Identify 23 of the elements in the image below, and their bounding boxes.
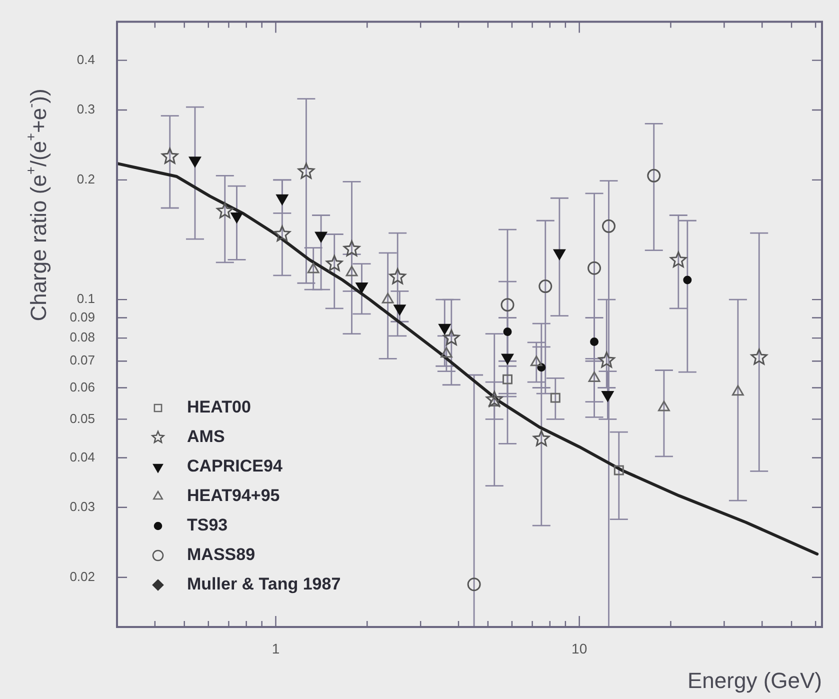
legend-label: AMS — [187, 427, 225, 446]
x-tick-label: 10 — [572, 640, 588, 656]
y-tick-label: 0.02 — [70, 568, 95, 584]
legend-label: CAPRICE94 — [187, 456, 283, 476]
y-tick-label: 0.3 — [76, 102, 95, 117]
legend-label: HEAT94+95 — [187, 486, 280, 506]
legend-label: MASS89 — [187, 545, 256, 564]
y-tick-label: 0.08 — [70, 330, 95, 345]
y-tick-label: 0.03 — [70, 498, 95, 514]
x-tick-label: 1 — [272, 640, 280, 656]
y-tick-label: 0.07 — [70, 352, 95, 368]
y-tick-label: 0.09 — [70, 309, 95, 324]
legend-label: Muller & Tang 1987 — [187, 574, 341, 594]
y-tick-label: 0.2 — [76, 172, 95, 187]
y-tick-label: 0.04 — [70, 449, 95, 464]
y-tick-label: 0.1 — [76, 291, 95, 306]
y-tick-label: 0.05 — [70, 410, 95, 426]
legend-label: TS93 — [187, 516, 228, 535]
y-tick-label: 0.06 — [70, 379, 95, 394]
x-axis-title: Energy (GeV) — [688, 668, 822, 694]
y-tick-label: 0.4 — [76, 52, 95, 67]
legend-label: HEAT00 — [187, 398, 251, 417]
y-axis-title: Charge ratio (e+/(e++e-)) — [23, 88, 52, 322]
